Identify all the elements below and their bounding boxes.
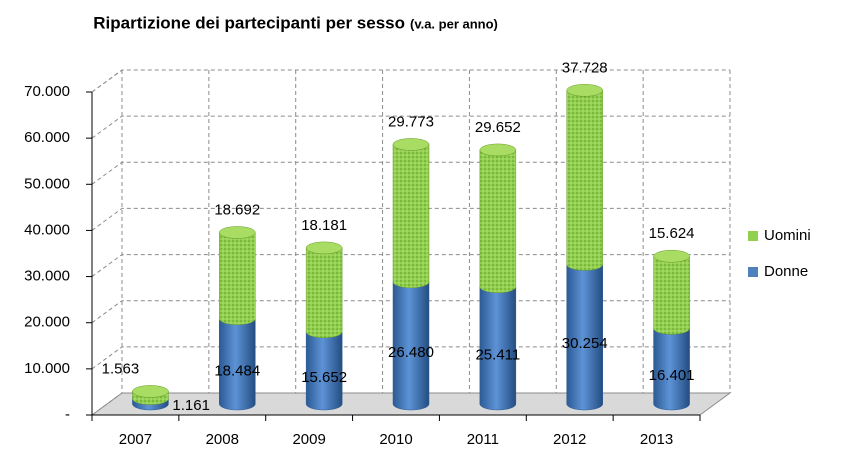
value-label: 1.563 — [102, 360, 140, 377]
x-tick-label: 2007 — [119, 431, 152, 448]
grid-line — [91, 161, 730, 185]
grid-line — [91, 346, 730, 370]
cylinder-top — [392, 138, 430, 151]
cylinder-top — [479, 143, 517, 157]
grid-line — [91, 115, 730, 139]
value-label: 29.773 — [388, 113, 434, 130]
value-label: 30.254 — [562, 335, 608, 352]
legend-label: Uomini — [764, 227, 811, 244]
cylinder-segment — [305, 247, 343, 339]
x-tick-label: 2011 — [467, 431, 499, 448]
legend-label: Donne — [764, 263, 808, 280]
grid-line — [91, 392, 730, 416]
value-label: 26.480 — [388, 344, 434, 361]
y-tick-label: 40.000 — [24, 221, 70, 238]
cylinder-segment — [392, 144, 430, 289]
value-label: 37.728 — [562, 59, 608, 76]
value-label: 1.161 — [172, 397, 210, 414]
y-tick-label: - — [65, 406, 70, 423]
grid-line — [91, 300, 730, 324]
x-tick-label: 2013 — [640, 431, 673, 448]
cylinder-top — [305, 241, 343, 255]
x-tick-label: 2009 — [292, 431, 325, 448]
x-tick-label: 2008 — [206, 431, 239, 448]
y-tick-label: 20.000 — [24, 314, 70, 331]
x-tick-label: 2012 — [553, 431, 586, 448]
chart-title: Ripartizione dei partecipanti per sesso — [93, 13, 405, 32]
cylinder-segment — [653, 256, 690, 335]
grid-line — [91, 254, 730, 277]
legend-swatch — [748, 231, 758, 241]
cylinder-segment — [566, 90, 603, 271]
cylinder-top — [653, 249, 690, 263]
chart-subtitle: (v.a. per anno) — [410, 16, 498, 31]
value-label: 25.411 — [475, 346, 520, 363]
value-label: 29.652 — [475, 119, 521, 136]
value-label: 15.652 — [301, 369, 347, 386]
y-tick-label: 10.000 — [24, 360, 70, 377]
cylinder-segment — [219, 232, 256, 325]
value-label: 16.401 — [649, 367, 695, 384]
legend-swatch — [748, 267, 758, 277]
cylinder-segment — [479, 149, 517, 293]
value-label: 15.624 — [649, 225, 695, 242]
cylinder-top — [132, 385, 169, 398]
cylinder-top — [219, 226, 256, 239]
x-tick-label: 2010 — [379, 431, 412, 448]
value-label: 18.181 — [301, 217, 347, 234]
grid-line — [91, 207, 730, 231]
y-tick-label: 70.000 — [24, 83, 70, 100]
y-tick-label: 50.000 — [24, 175, 70, 192]
grid-line — [91, 69, 730, 93]
value-label: 18.484 — [214, 362, 260, 379]
value-label: 18.692 — [214, 201, 260, 218]
cylinder-top — [566, 84, 603, 97]
y-tick-label: 60.000 — [24, 129, 70, 146]
y-tick-label: 30.000 — [24, 268, 70, 285]
